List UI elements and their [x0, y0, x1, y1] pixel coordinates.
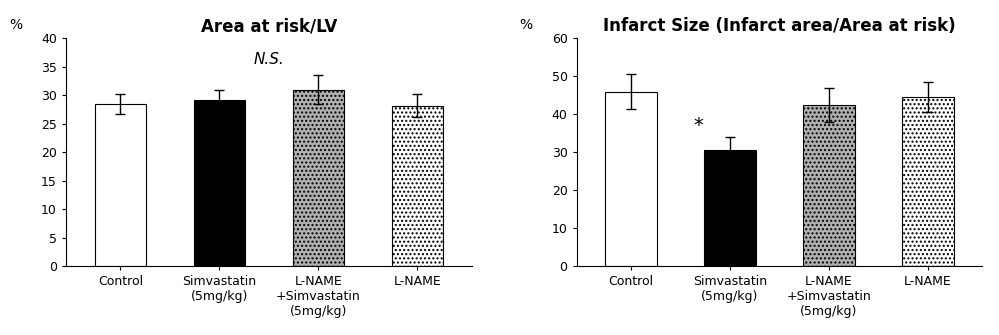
- Text: N.S.: N.S.: [254, 52, 284, 67]
- Bar: [392, 106, 443, 266]
- Text: *: *: [693, 116, 703, 135]
- Text: %: %: [9, 17, 22, 31]
- Bar: [803, 105, 855, 266]
- Bar: [605, 91, 656, 266]
- Bar: [95, 104, 146, 266]
- Title: Area at risk/LV: Area at risk/LV: [201, 17, 337, 36]
- Title: Infarct Size (Infarct area/Area at risk): Infarct Size (Infarct area/Area at risk): [603, 17, 956, 36]
- Text: %: %: [519, 17, 532, 31]
- Bar: [194, 100, 245, 266]
- Bar: [293, 90, 344, 266]
- Bar: [902, 97, 954, 266]
- Bar: [704, 150, 755, 266]
